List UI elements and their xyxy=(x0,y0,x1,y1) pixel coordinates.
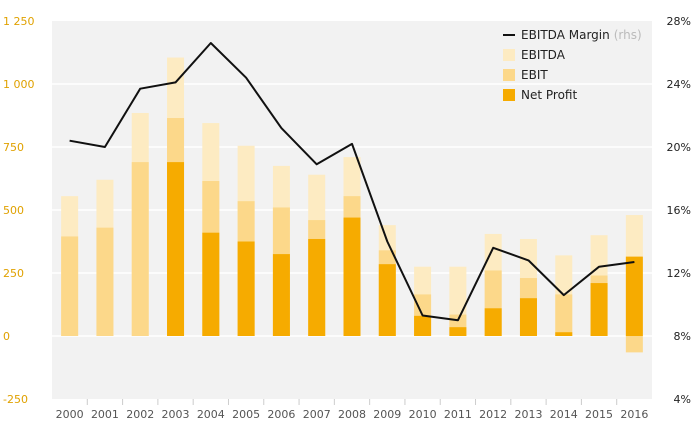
legend-label-ebitda: EBITDA xyxy=(521,48,566,62)
net-profit-bar-2009 xyxy=(378,264,396,336)
ebitda-margin-line xyxy=(69,42,635,322)
right-tick-label: 20% xyxy=(667,141,691,154)
net-profit-bar-2007 xyxy=(308,238,326,336)
net-profit-bar-2008 xyxy=(343,217,361,336)
x-tick-label: 2010 xyxy=(409,408,437,421)
right-tick-label: 4% xyxy=(674,393,691,406)
left-tick-label: 1 000 xyxy=(3,78,35,91)
x-tick-label: 2003 xyxy=(162,408,190,421)
left-tick-label: 250 xyxy=(3,267,24,280)
net-profit-bar-2010 xyxy=(414,315,432,336)
right-tick-label: 12% xyxy=(667,267,691,280)
legend-swatch-net-profit xyxy=(503,89,515,101)
x-tick-label: 2005 xyxy=(232,408,260,421)
left-axis-ticks: -250 0 250 500 750 1 000 1 250 xyxy=(3,15,35,406)
legend-label-net-profit: Net Profit xyxy=(521,88,577,102)
net-profit-bar-2005 xyxy=(237,241,255,336)
left-tick-label: 750 xyxy=(3,141,24,154)
net-profit-bar-2003 xyxy=(167,162,185,336)
net-profit-bar-2015 xyxy=(590,283,608,336)
left-tick-label: 500 xyxy=(3,204,24,217)
x-tick-label: 2006 xyxy=(267,408,295,421)
left-tick-label: -250 xyxy=(3,393,28,406)
x-tick-label: 2007 xyxy=(303,408,331,421)
legend-label-ebit: EBIT xyxy=(521,68,548,82)
bars xyxy=(61,57,643,353)
x-tick-label: 2012 xyxy=(479,408,507,421)
right-axis-ticks: 4% 8% 12% 16% 20% 24% 28% xyxy=(667,15,691,406)
x-tick-label: 2009 xyxy=(373,408,401,421)
left-tick-label: 0 xyxy=(3,330,10,343)
x-tick-label: 2000 xyxy=(56,408,84,421)
legend-swatch-ebit xyxy=(503,69,515,81)
legend-swatch-ebitda xyxy=(503,49,515,61)
x-tick-label: 2002 xyxy=(126,408,154,421)
net-profit-bar-2014 xyxy=(555,332,573,336)
legend-label-ebitda-margin: EBITDA Margin (rhs) xyxy=(521,28,642,42)
x-tick-label: 2013 xyxy=(514,408,542,421)
x-tick-label: 2014 xyxy=(550,408,578,421)
x-tick-label: 2015 xyxy=(585,408,613,421)
ebit-bar-2014 xyxy=(555,294,573,336)
x-tick-label: 2001 xyxy=(91,408,119,421)
x-tick-label: 2016 xyxy=(620,408,648,421)
net-profit-bar-2011 xyxy=(449,327,467,336)
net-profit-bar-2016 xyxy=(625,256,643,336)
ebit-bar-2001 xyxy=(96,227,114,336)
x-tick-label: 2004 xyxy=(197,408,225,421)
right-tick-label: 28% xyxy=(667,15,691,28)
x-tick-label: 2008 xyxy=(338,408,366,421)
net-profit-bar-2006 xyxy=(272,254,290,336)
right-tick-label: 8% xyxy=(674,330,691,343)
left-tick-label: 1 250 xyxy=(3,15,35,28)
net-profit-bar-2013 xyxy=(519,298,537,336)
right-tick-label: 16% xyxy=(667,204,691,217)
x-axis: 2000 2001 2002 2003 2004 2005 2006 2007 2008 2009… xyxy=(56,408,649,421)
net-profit-bar-2012 xyxy=(484,308,502,336)
margin-line xyxy=(69,42,635,322)
ebit-bar-2016 xyxy=(625,336,643,353)
x-tick-label: 2011 xyxy=(444,408,472,421)
ebit-bar-2000 xyxy=(61,236,79,336)
ebit-bar-2002 xyxy=(131,162,149,336)
right-tick-label: 24% xyxy=(667,78,691,91)
net-profit-bar-2004 xyxy=(202,232,220,336)
